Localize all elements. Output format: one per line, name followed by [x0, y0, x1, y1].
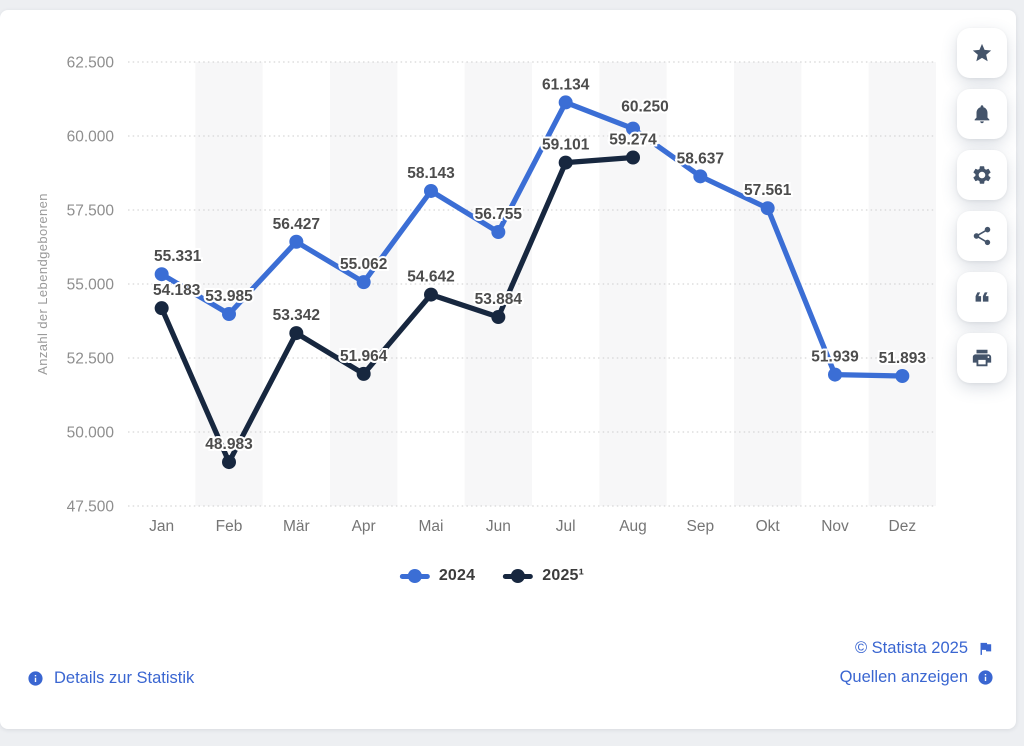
- data-label: 55.062: [340, 256, 387, 273]
- gear-button[interactable]: [957, 150, 1007, 200]
- legend-item-2025¹[interactable]: 2025¹: [503, 567, 584, 585]
- y-tick-label: 55.000: [67, 277, 115, 294]
- y-tick-label: 47.500: [67, 499, 115, 516]
- data-label: 55.331: [154, 248, 202, 265]
- data-label: 54.183: [153, 282, 201, 299]
- x-tick-label: Mai: [419, 518, 444, 535]
- x-tick-label: Jan: [149, 518, 174, 535]
- legend-label: 2024: [438, 567, 476, 584]
- data-label: 51.939: [811, 349, 859, 366]
- details-link-label: Details zur Statistik: [54, 669, 195, 687]
- y-tick-label: 52.500: [67, 351, 115, 368]
- series-line-2024: [159, 99, 905, 379]
- data-point: [154, 301, 169, 316]
- data-point: [558, 95, 573, 110]
- data-label: 58.143: [407, 165, 455, 182]
- x-tick-label: Dez: [889, 518, 917, 535]
- printer-icon: [972, 349, 992, 367]
- y-tick-label: 60.000: [67, 129, 115, 146]
- data-label: 56.755: [475, 206, 523, 223]
- x-tick-label: Nov: [821, 518, 849, 535]
- details-link[interactable]: Details zur Statistik: [27, 669, 194, 688]
- data-point: [424, 287, 438, 302]
- info-icon: [978, 670, 993, 685]
- x-tick-label: Okt: [756, 518, 781, 535]
- data-point: [828, 367, 842, 382]
- data-point: [424, 183, 438, 198]
- footer-right: © Statista 2025 Quellen anzeigen: [840, 639, 994, 687]
- flag-icon: [980, 642, 992, 655]
- legend-label: 2025¹: [542, 567, 585, 584]
- printer-button[interactable]: [957, 333, 1007, 383]
- data-point: [154, 267, 169, 282]
- y-tick-label: 50.000: [67, 425, 115, 442]
- x-tick-label: Sep: [687, 518, 715, 535]
- x-tick-label: Mär: [283, 518, 310, 535]
- quote-button[interactable]: [957, 272, 1007, 322]
- data-label: 60.250: [621, 99, 668, 116]
- y-tick-label: 57.500: [67, 203, 115, 220]
- legend-marker-icon: [399, 569, 430, 583]
- copyright-label: © Statista 2025: [854, 639, 968, 657]
- statista-copyright[interactable]: © Statista 2025: [855, 639, 994, 658]
- x-tick-label: Aug: [619, 518, 647, 535]
- data-label: 53.342: [273, 307, 320, 324]
- quote-icon: [975, 292, 989, 302]
- data-point: [626, 121, 640, 136]
- star-icon: [972, 43, 992, 62]
- data-label: 51.964: [340, 348, 388, 365]
- bell-icon: [974, 105, 990, 124]
- chart-legend: 2024 2025¹: [399, 567, 584, 585]
- data-point: [558, 155, 573, 170]
- data-point: [222, 455, 236, 470]
- legend-marker-icon: [503, 569, 534, 583]
- info-icon: [28, 671, 43, 686]
- chart-card: 47.500 50.000 52.500 55.000 57.500 60.000 62.5…: [0, 10, 1016, 729]
- x-tick-label: Apr: [352, 518, 376, 535]
- data-point: [222, 307, 236, 322]
- data-label: 57.561: [744, 182, 792, 199]
- data-point: [356, 275, 371, 290]
- y-axis-title: Anzahl der Lebendgeborenen: [35, 193, 50, 375]
- data-label: 54.642: [407, 269, 454, 286]
- sources-link[interactable]: Quellen anzeigen: [840, 668, 994, 687]
- data-label: 59.101: [542, 137, 590, 154]
- data-label: 48.983: [205, 436, 253, 453]
- data-point: [356, 366, 371, 381]
- bell-button[interactable]: [957, 89, 1007, 139]
- data-label: 59.274: [609, 131, 657, 148]
- line-chart: 47.500 50.000 52.500 55.000 57.500 60.000 62.5…: [35, 55, 936, 535]
- gear-icon: [973, 166, 991, 184]
- series-line-2025¹: [159, 154, 636, 465]
- x-tick-label: Jul: [556, 518, 576, 535]
- share-button[interactable]: [957, 211, 1007, 261]
- data-point: [895, 368, 910, 383]
- x-tick-label: Jun: [486, 518, 511, 535]
- data-label: 61.134: [542, 76, 590, 93]
- data-point: [760, 201, 775, 216]
- data-label: 53.884: [475, 291, 523, 308]
- data-label: 51.893: [879, 350, 927, 367]
- share-icon: [973, 226, 991, 246]
- action-button-stack: [957, 28, 1007, 383]
- data-point: [626, 150, 640, 165]
- data-label: 56.427: [273, 216, 320, 233]
- data-point: [491, 310, 506, 325]
- legend-item-2024[interactable]: 2024: [399, 567, 476, 585]
- data-label: 53.985: [205, 288, 253, 305]
- data-point: [289, 326, 304, 341]
- data-point: [693, 169, 708, 184]
- star-button[interactable]: [957, 28, 1007, 78]
- x-tick-label: Feb: [216, 518, 243, 535]
- y-tick-label: 62.500: [67, 55, 115, 72]
- data-point: [289, 234, 304, 249]
- data-point: [491, 225, 506, 240]
- data-label: 58.637: [677, 150, 724, 167]
- sources-link-label: Quellen anzeigen: [839, 668, 968, 686]
